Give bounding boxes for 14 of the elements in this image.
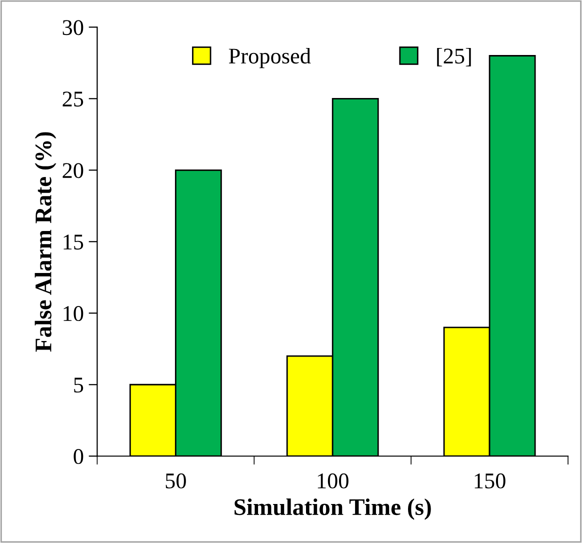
x-tick-label: 100 xyxy=(318,473,348,488)
legend-label: Proposed xyxy=(228,48,311,68)
y-tick-label: 0 xyxy=(74,449,84,464)
y-tick-label: 5 xyxy=(74,378,84,393)
y-tick-label: 20 xyxy=(62,163,84,178)
y-axis-title: False Alarm Rate (%) xyxy=(34,132,56,352)
y-tick-label: 25 xyxy=(62,92,84,107)
x-tick-label: 150 xyxy=(474,473,506,488)
x-tick-label: 50 xyxy=(166,473,186,488)
legend-label: [25] xyxy=(437,48,471,66)
y-tick-label: 30 xyxy=(62,20,84,36)
x-axis-title: Simulation Time (s) xyxy=(234,498,431,520)
y-tick-label: 15 xyxy=(64,234,84,250)
y-tick-label: 10 xyxy=(64,306,84,322)
